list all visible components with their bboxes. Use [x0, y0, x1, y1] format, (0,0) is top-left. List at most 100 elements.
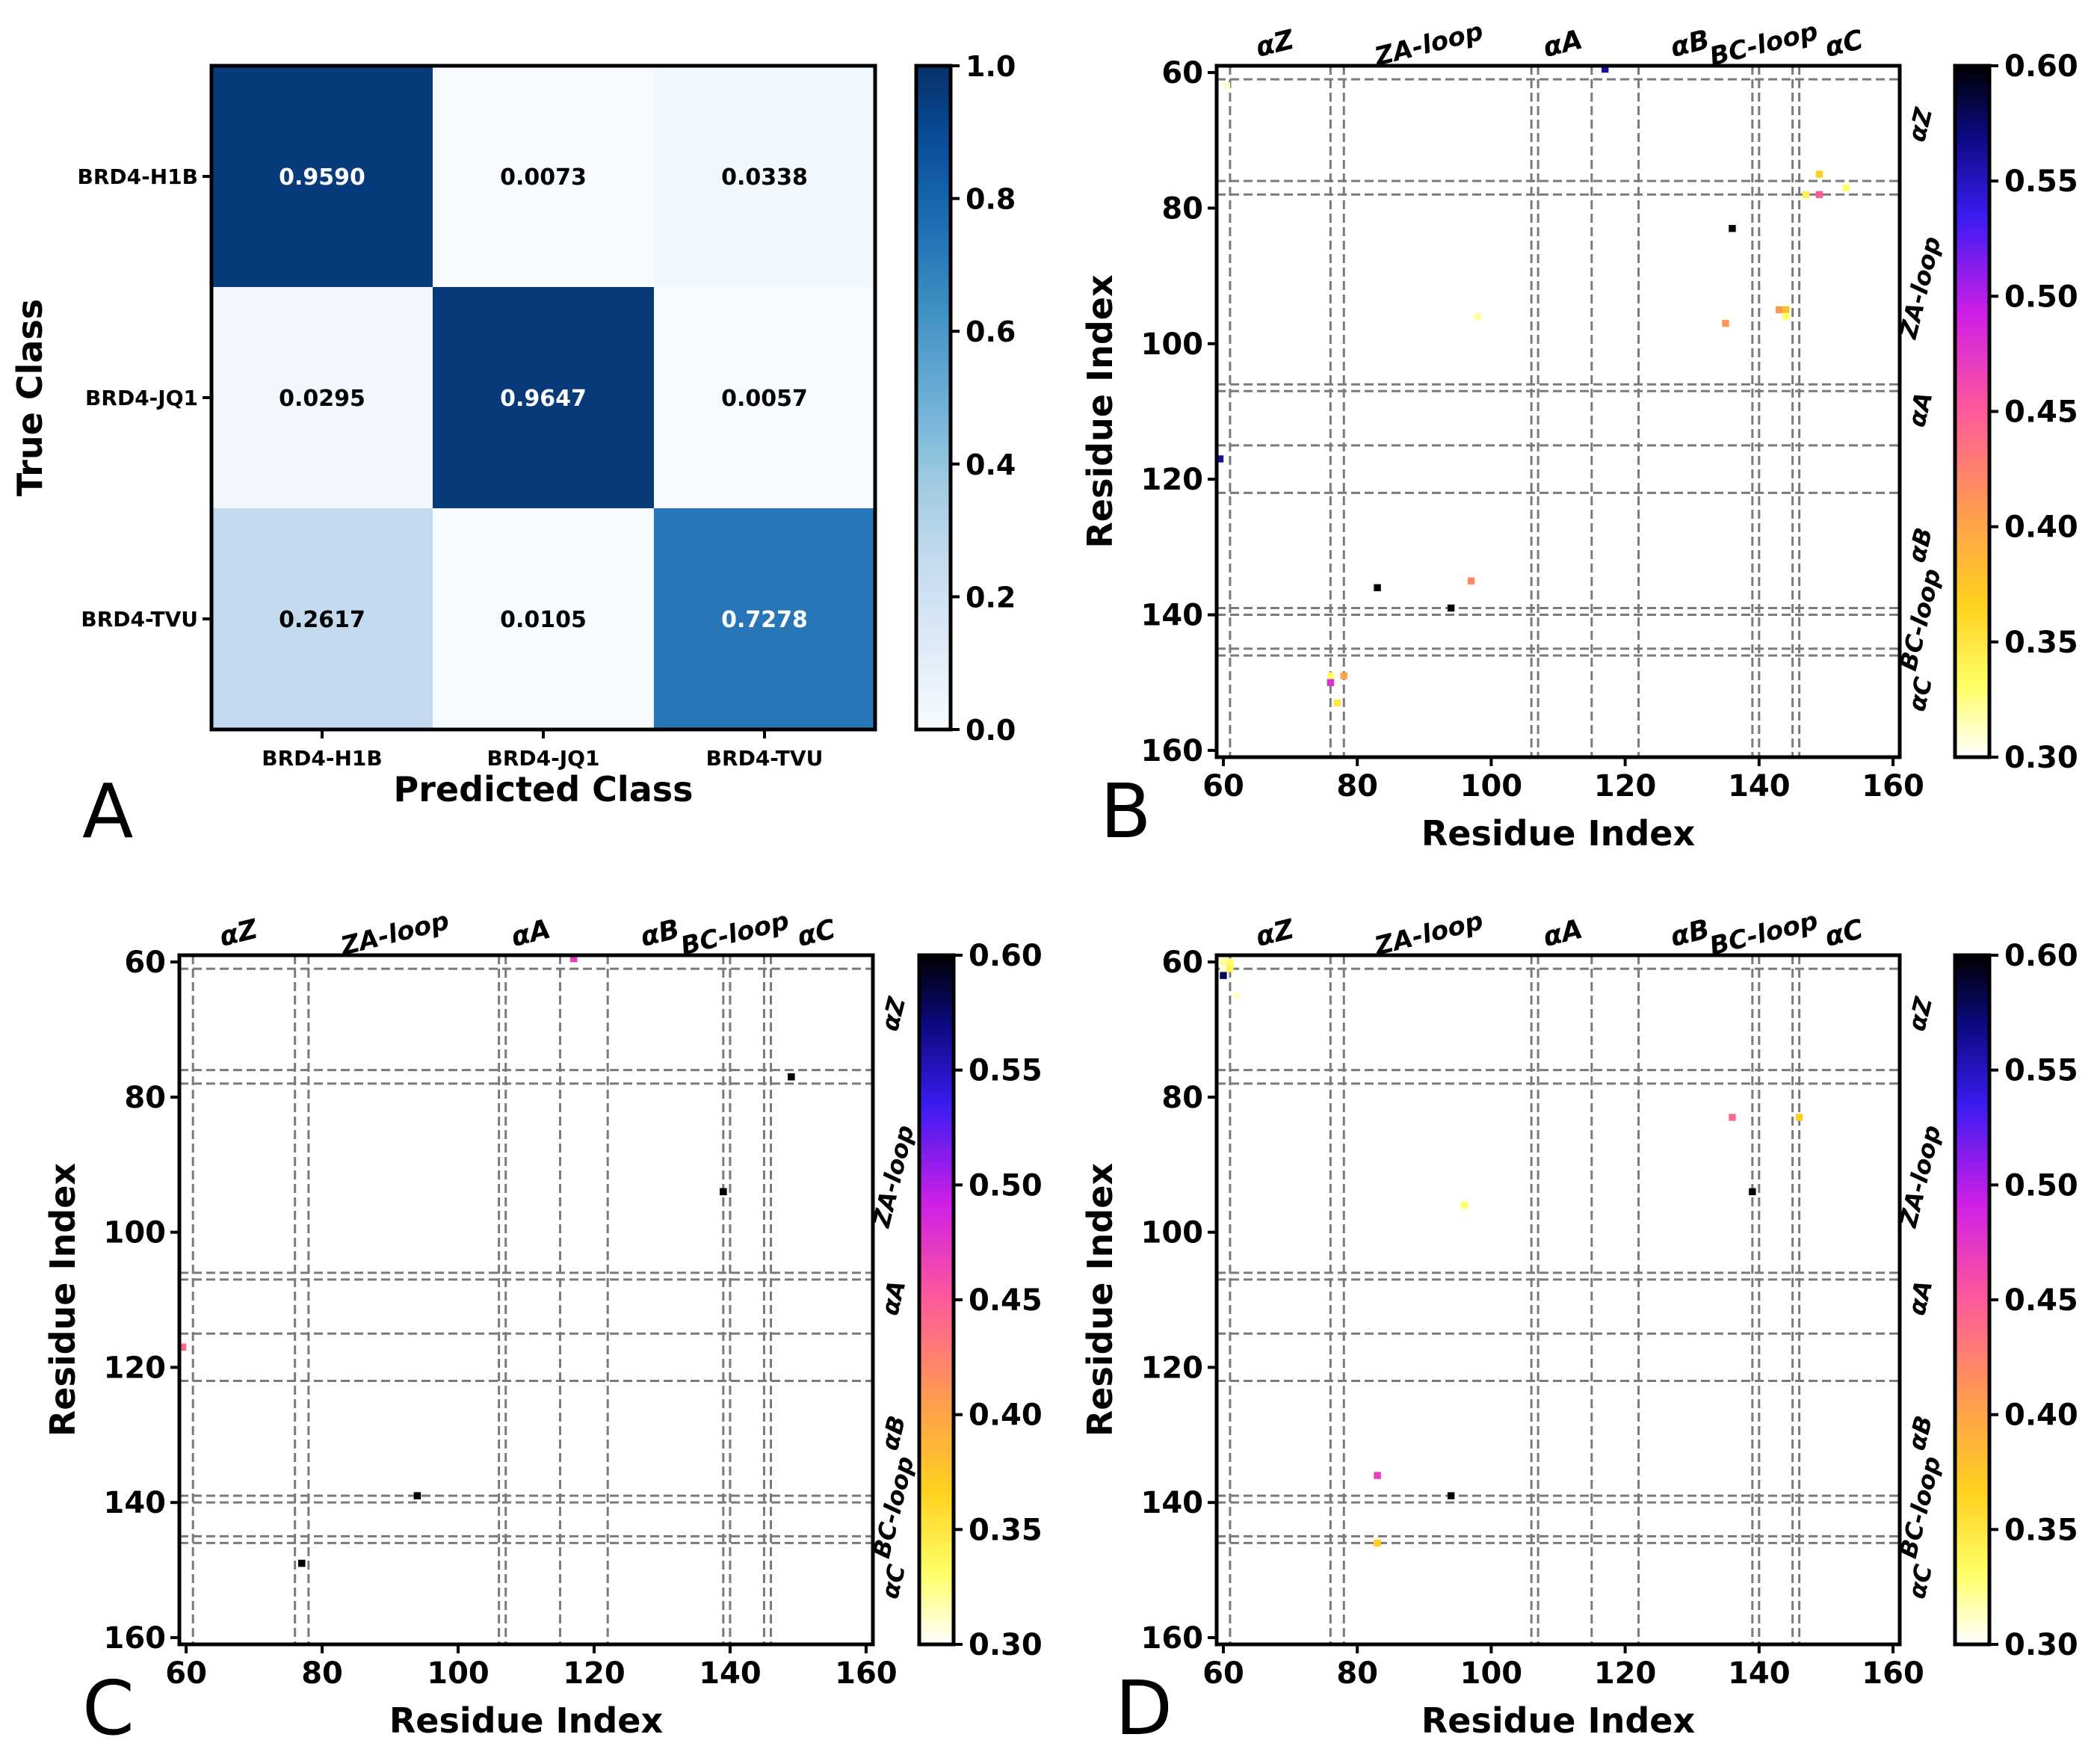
- region-label-right: αB: [875, 1413, 911, 1453]
- region-label-top: αA: [1540, 914, 1586, 954]
- panel-d-contact-map: 60 80 100 120 140 1606080100120140160Residue …: [1080, 906, 2078, 1741]
- colorbar-tick-label: 0.55: [2004, 164, 2078, 199]
- colorbar-tick-label: 0.55: [2004, 1054, 2078, 1088]
- contact-point: [1374, 584, 1381, 591]
- region-label-right: αA: [1902, 1277, 1938, 1318]
- contact-point: [1749, 1188, 1756, 1196]
- contact-point: [1220, 958, 1227, 966]
- colorbar-tick-label: 0.40: [2004, 1398, 2078, 1433]
- colorbar-tick-label: 0.60: [2004, 49, 2078, 84]
- xtick-label: 160: [1862, 769, 1924, 803]
- xlabel: Residue Index: [1421, 813, 1695, 854]
- cm-colorbar-tick-label: 0.0: [966, 714, 1016, 747]
- contact-point: [1374, 1539, 1381, 1547]
- region-label-right: αC: [1902, 1561, 1938, 1602]
- region-label-top: αZ: [1253, 25, 1297, 64]
- cm-ylabel: True Class: [10, 299, 50, 496]
- cm-cell-label: 0.0057: [721, 386, 808, 412]
- ytick-label: 60: [1161, 56, 1203, 90]
- cm-cell: [654, 287, 876, 509]
- contact-point: [1327, 679, 1335, 686]
- contact-point: [1407, 259, 1415, 266]
- region-label-top: BC-loop: [1707, 906, 1821, 962]
- region-label-top: αC: [1822, 25, 1867, 64]
- colorbar-tick-label: 0.30: [2004, 741, 2078, 775]
- ytick-label: 140: [1141, 599, 1204, 633]
- cm-cell: [433, 66, 655, 288]
- region-label-right: αB: [1902, 525, 1938, 565]
- plot-area: [1217, 66, 1900, 757]
- cm-ytick-label: BRD4-JQ1: [85, 386, 198, 410]
- colorbar-tick-label: 0.60: [2004, 939, 2078, 973]
- colorbar-tick-label: 0.40: [2004, 511, 2078, 545]
- colorbar-tick-label: 0.30: [2004, 1628, 2078, 1662]
- ytick-label: 160: [1141, 1621, 1204, 1656]
- panel-c-contact-map: 60 80 100 120 140 1606080100120140160Residue …: [43, 906, 1043, 1741]
- contact-point: [569, 954, 578, 963]
- region-label-top: BC-loop: [678, 906, 792, 962]
- contact-point: [1220, 965, 1227, 972]
- xtick-label: 80: [1336, 1656, 1378, 1691]
- region-label-top: αA: [508, 914, 554, 954]
- contact-point: [1722, 319, 1729, 327]
- ytick-label: 120: [104, 1351, 167, 1385]
- cm-cell-label: 0.0073: [500, 164, 587, 191]
- xtick-label: 80: [301, 1656, 343, 1691]
- contact-point: [1802, 191, 1810, 199]
- region-label-right: αB: [1902, 1413, 1938, 1453]
- xtick-label: 120: [1594, 769, 1657, 803]
- ytick-label: 120: [1141, 1351, 1204, 1385]
- region-label-right: αZ: [875, 993, 911, 1034]
- cm-xtick-label: BRD4-TVU: [706, 746, 824, 771]
- cm-cell: [211, 287, 433, 509]
- ytick-label: 160: [1141, 734, 1204, 768]
- region-label-top: αA: [1540, 25, 1586, 64]
- region-label-top: αB: [1667, 914, 1713, 953]
- ytick-label: 80: [124, 1081, 166, 1115]
- cm-cell: [211, 66, 433, 288]
- contact-point: [1474, 312, 1482, 321]
- panel-b-contact-map: 60 80 100 120 140 1606080100120140160Residue …: [1080, 16, 2078, 854]
- region-label-right: αC: [1902, 674, 1938, 715]
- contact-point: [1327, 672, 1335, 679]
- contact-point: [1842, 184, 1850, 191]
- region-label-right: αA: [1902, 389, 1938, 431]
- colorbar-tick-label: 0.50: [969, 1168, 1043, 1203]
- ytick-label: 120: [1141, 463, 1204, 497]
- colorbar-tick-label: 0.50: [2004, 280, 2078, 314]
- cm-cell: [211, 508, 433, 730]
- cm-cell-label: 0.0105: [500, 607, 587, 633]
- ytick-label: 160: [104, 1621, 167, 1656]
- ytick-label: 140: [104, 1486, 167, 1520]
- cm-cell-label: 0.0295: [279, 386, 365, 412]
- plot-area: [1217, 955, 1900, 1644]
- contact-point: [1216, 455, 1224, 463]
- contact-point: [1729, 1114, 1736, 1121]
- xtick-label: 80: [1336, 769, 1378, 803]
- colorbar-tick-label: 0.35: [2004, 1513, 2078, 1547]
- region-label-top: αB: [637, 914, 683, 953]
- contact-point: [1795, 1114, 1803, 1121]
- contact-point: [1815, 170, 1823, 178]
- xtick-label: 60: [1202, 1656, 1244, 1691]
- panel-letter-a: A: [82, 768, 133, 855]
- colorbar-tick-label: 0.45: [2004, 395, 2078, 430]
- cm-cell-label: 0.9590: [279, 164, 365, 191]
- contact-point: [297, 1559, 306, 1567]
- plot-frame: [1214, 64, 1902, 759]
- colorbar-tick-label: 0.35: [2004, 626, 2078, 660]
- ytick-label: 100: [1141, 1216, 1204, 1250]
- contact-point: [1467, 577, 1475, 584]
- contact-point: [1460, 1201, 1469, 1209]
- contact-point: [1602, 65, 1609, 73]
- contact-point: [413, 1492, 421, 1499]
- cm-colorbar-tick-label: 0.2: [966, 581, 1016, 614]
- contact-point: [1447, 604, 1455, 612]
- cm-ytick-label: BRD4-TVU: [81, 607, 198, 632]
- xtick-label: 60: [1202, 769, 1244, 803]
- colorbar: [1953, 64, 1992, 759]
- cm-xtick-label: BRD4-H1B: [262, 746, 383, 771]
- plot-frame: [177, 953, 875, 1647]
- ytick-label: 140: [1141, 1486, 1204, 1520]
